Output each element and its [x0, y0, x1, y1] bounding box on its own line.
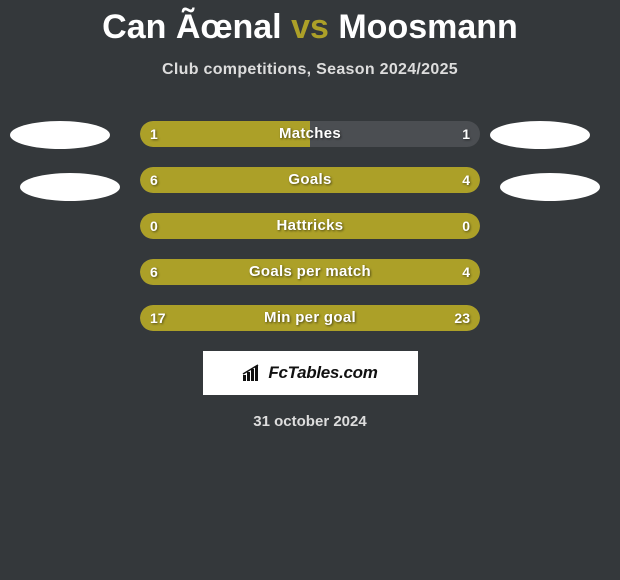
compare-chart: 11Matches64Goals00Hattricks64Goals per m… — [0, 121, 620, 331]
decorative-ellipse — [490, 121, 590, 149]
decorative-ellipse — [10, 121, 110, 149]
compare-row: 1723Min per goal — [0, 305, 620, 331]
compare-row: 64Goals per match — [0, 259, 620, 285]
title-left: Can Ãœnal — [102, 8, 281, 46]
bar-label: Goals — [140, 167, 480, 193]
subtitle: Club competitions, Season 2024/2025 — [0, 61, 620, 79]
attribution-text: FcTables.com — [268, 363, 377, 383]
bar-label: Matches — [140, 121, 480, 147]
page-title: Can Ãœnal vs Moosmann — [0, 0, 620, 47]
title-right: Moosmann — [338, 8, 517, 46]
bars-chart-icon — [242, 364, 264, 382]
decorative-ellipse — [20, 173, 120, 201]
date-text: 31 october 2024 — [0, 413, 620, 430]
bar-label: Hattricks — [140, 213, 480, 239]
title-vs: vs — [291, 8, 329, 46]
decorative-ellipse — [500, 173, 600, 201]
bar-label: Goals per match — [140, 259, 480, 285]
bar-label: Min per goal — [140, 305, 480, 331]
attribution-box: FcTables.com — [203, 351, 418, 395]
compare-row: 00Hattricks — [0, 213, 620, 239]
